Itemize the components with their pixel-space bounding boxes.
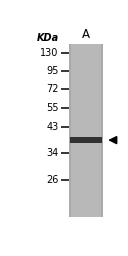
Text: 26: 26 [46,175,59,185]
Text: 72: 72 [46,84,59,94]
Bar [70,137,102,143]
Text: KDa: KDa [36,33,59,42]
Bar [69,44,71,217]
Bar [101,44,103,217]
Text: 34: 34 [46,148,59,158]
Text: 43: 43 [46,122,59,132]
Text: 130: 130 [40,48,59,58]
Text: 95: 95 [46,66,59,76]
Text: 55: 55 [46,103,59,113]
Text: A: A [82,28,90,41]
Bar [69,44,103,217]
